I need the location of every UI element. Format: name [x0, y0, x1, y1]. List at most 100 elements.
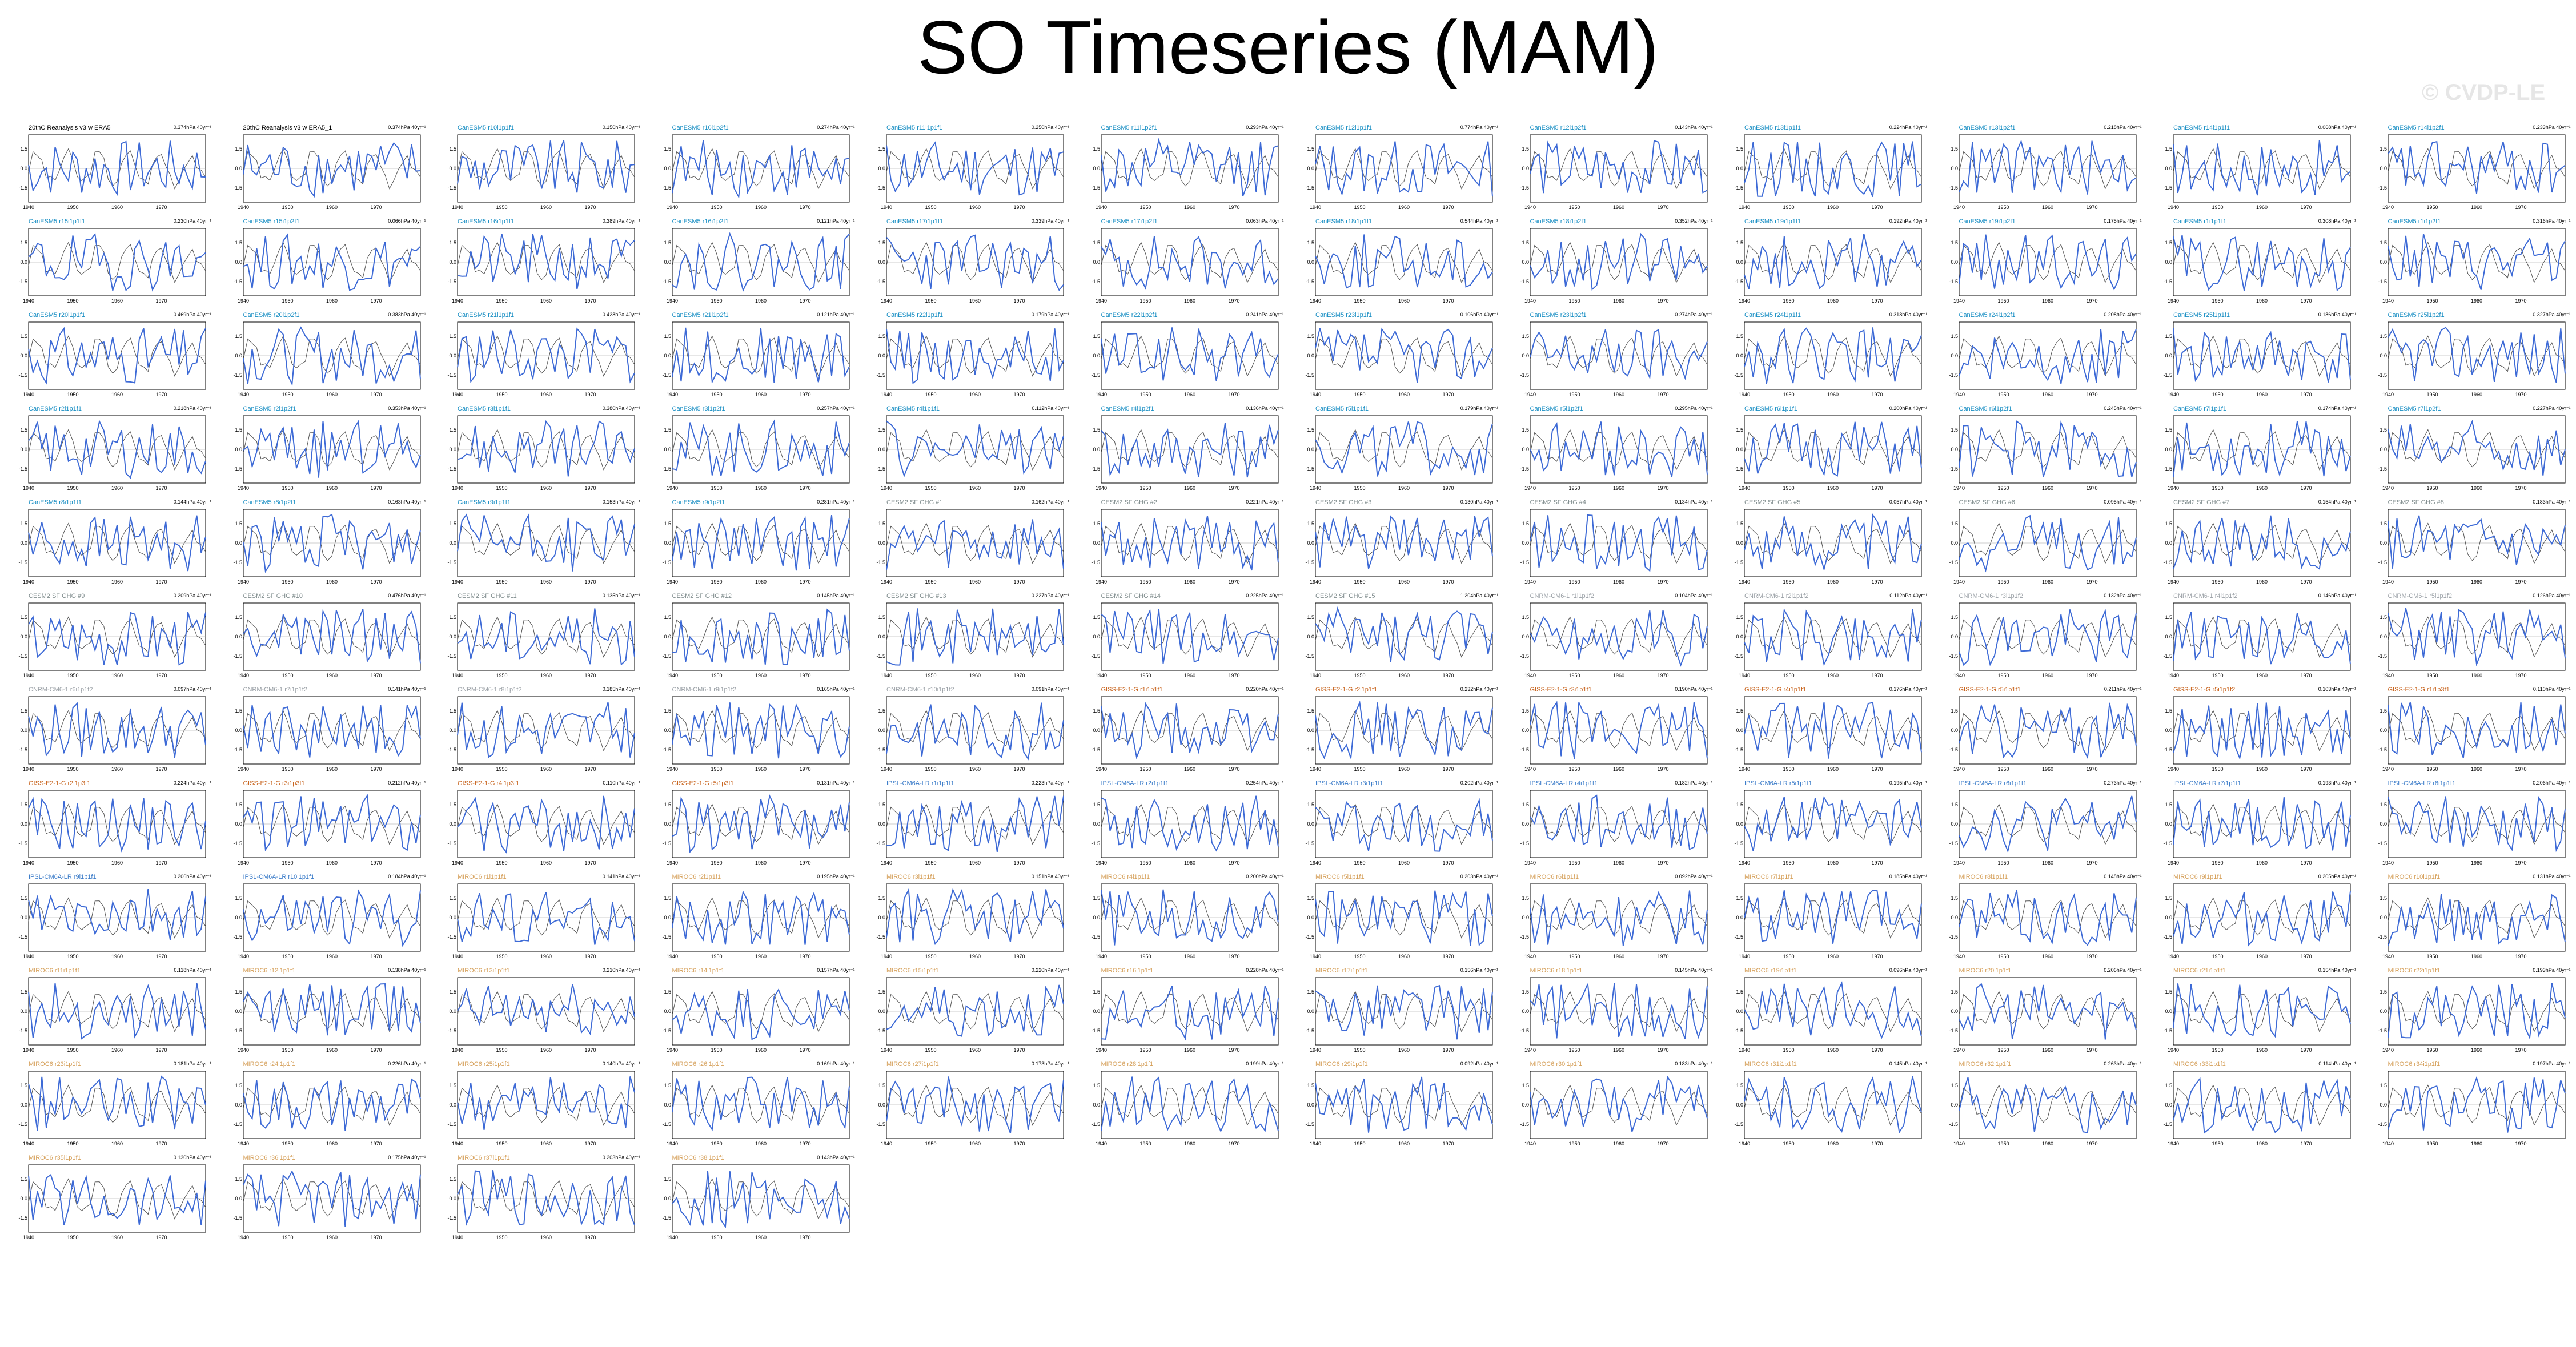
y-tick-label: 1.5	[1307, 895, 1314, 901]
panel-title: CESM2 SF GHG #3	[1315, 499, 1372, 506]
panel-title: MIROC6 r23i1p1f1	[29, 1061, 81, 1068]
series-line	[1744, 1076, 1922, 1134]
y-tick-label: 1.5	[449, 240, 456, 246]
y-tick-label: -1.5	[1091, 653, 1100, 659]
timeseries-panel: CanESM5 r12i1p2f1 0.143hPa 40yr⁻¹ -1.5 0.0 1…	[1520, 124, 1713, 216]
x-tick-label: 1950	[282, 579, 293, 585]
series-line	[2387, 420, 2566, 476]
x-tick-label: 1970	[1228, 860, 1239, 866]
timeseries-panel: MIROC6 r26i1p1f1 0.169hPa 40yr⁻¹ -1.5 0.0 1.…	[662, 1061, 855, 1152]
timeseries-panel: MIROC6 r30i1p1f1 0.183hPa 40yr⁻¹ -1.5 0.0 1.…	[1520, 1061, 1713, 1152]
x-tick-label: 1970	[799, 954, 810, 959]
panel-trend: 0.774hPa 40yr⁻¹	[1460, 124, 1498, 130]
reference-series-line	[1101, 897, 1278, 939]
x-tick-label: 1940	[881, 579, 892, 585]
panel-trend: 0.150hPa 40yr⁻¹	[602, 124, 640, 130]
y-tick-label: 1.5	[1307, 989, 1314, 995]
panel-trend: 0.134hPa 40yr⁻¹	[1675, 499, 1713, 505]
x-tick-label: 1950	[1997, 766, 2009, 772]
panel-title: CESM2 SF GHG #4	[1530, 499, 1586, 506]
x-tick-label: 1950	[1568, 485, 1580, 491]
y-tick-label: 1.5	[235, 614, 242, 620]
timeseries-panel: CanESM5 r9i1p2f1 0.281hPa 40yr⁻¹ -1.5 0.0 1.…	[662, 499, 855, 590]
y-tick-label: 1.5	[1736, 708, 1743, 714]
panel-trend: 0.227hPa 40yr⁻¹	[2533, 405, 2571, 411]
x-tick-label: 1970	[1442, 1047, 1454, 1053]
timeseries-panel: CESM2 SF GHG #15 1.204hPa 40yr⁻¹ -1.5 0.0 1.…	[1305, 593, 1498, 684]
panel-trend: 0.257hPa 40yr⁻¹	[817, 405, 855, 411]
timeseries-panel: CanESM5 r15i1p1f1 0.230hPa 40yr⁻¹ -1.5 0.0 1…	[18, 218, 211, 309]
series-line	[1529, 140, 1707, 194]
x-tick-label: 1960	[1398, 579, 1410, 585]
x-tick-label: 1970	[2300, 204, 2312, 210]
x-tick-label: 1960	[1827, 485, 1839, 491]
y-tick-label: -1.5	[18, 1028, 27, 1034]
reference-series-line	[1530, 897, 1707, 939]
x-tick-label: 1970	[370, 1235, 382, 1240]
panel-trend: 0.162hPa 40yr⁻¹	[1031, 499, 1069, 505]
panel-trend: 0.274hPa 40yr⁻¹	[1675, 312, 1713, 317]
y-tick-label: 1.5	[235, 521, 242, 526]
panel-trend: 0.156hPa 40yr⁻¹	[1460, 967, 1498, 973]
reference-series-line	[672, 991, 849, 1032]
timeseries-panel: IPSL-CM6A-LR r1i1p1f1 0.223hPa 40yr⁻¹ -1.5…	[876, 780, 1069, 871]
y-tick-label: 1.5	[1736, 614, 1743, 620]
x-tick-label: 1950	[711, 204, 722, 210]
y-tick-label: 0.0	[1736, 727, 1743, 733]
y-tick-label: 0.0	[664, 1196, 671, 1201]
y-tick-label: -1.5	[662, 653, 671, 659]
y-tick-label: 0.0	[20, 259, 27, 265]
y-tick-label: 1.5	[1736, 989, 1743, 995]
panel-title: CanESM5 r7i1p1f1	[2173, 405, 2226, 412]
panel-title: CanESM5 r18i1p2f1	[1530, 218, 1587, 225]
x-tick-label: 1940	[881, 766, 892, 772]
y-tick-label: 0.0	[235, 353, 242, 359]
y-tick-label: 0.0	[449, 821, 456, 827]
timeseries-panel: MIROC6 r22i1p1f1 0.193hPa 40yr⁻¹ -1.5 0.0 1.…	[2378, 967, 2571, 1059]
panel-title: MIROC6 r32i1p1f1	[1959, 1061, 2012, 1068]
x-tick-label: 1950	[282, 1235, 293, 1240]
x-tick-label: 1950	[711, 673, 722, 678]
series-line	[2173, 515, 2351, 570]
y-tick-label: 0.0	[1522, 259, 1529, 265]
series-line	[1529, 983, 1708, 1040]
x-tick-label: 1940	[1524, 860, 1535, 866]
reference-series-line	[2173, 522, 2351, 564]
x-tick-label: 1940	[1739, 1141, 1750, 1147]
reference-series-line	[2388, 991, 2565, 1032]
y-tick-label: 0.0	[2165, 915, 2172, 920]
y-tick-label: 1.5	[2165, 989, 2172, 995]
y-tick-label: -1.5	[1949, 466, 1958, 472]
panel-title: CanESM5 r12i1p1f1	[1315, 124, 1373, 131]
y-tick-label: -1.5	[1520, 934, 1529, 940]
timeseries-panel: CESM2 SF GHG #3 0.130hPa 40yr⁻¹ -1.5 0.0 1.5…	[1305, 499, 1498, 590]
reference-series-line	[2173, 429, 2351, 471]
x-tick-label: 1960	[111, 766, 123, 772]
y-tick-label: 0.0	[235, 634, 242, 640]
panel-trend: 0.203hPa 40yr⁻¹	[602, 1155, 640, 1160]
x-tick-label: 1970	[370, 766, 382, 772]
y-tick-label: -1.5	[876, 279, 885, 284]
y-tick-label: -1.5	[876, 934, 885, 940]
reference-series-line	[672, 616, 849, 658]
y-tick-label: -1.5	[18, 279, 27, 284]
panel-trend: 0.118hPa 40yr⁻¹	[174, 967, 211, 973]
panel-title: CanESM5 r5i1p2f1	[1530, 405, 1583, 412]
panel-trend: 0.374hPa 40yr⁻¹	[388, 124, 426, 130]
series-line	[242, 704, 421, 758]
reference-series-line	[1530, 710, 1707, 751]
reference-series-line	[1101, 991, 1278, 1032]
panel-title: CNRM-CM6-1 r8i1p1f2	[458, 686, 522, 693]
y-tick-label: 1.5	[235, 240, 242, 246]
x-tick-label: 1970	[799, 673, 810, 678]
series-line	[242, 1170, 421, 1227]
y-tick-label: 1.5	[2380, 1083, 2387, 1088]
panel-title: CanESM5 r8i1p1f1	[29, 499, 82, 506]
panel-trend: 0.183hPa 40yr⁻¹	[2533, 499, 2571, 505]
x-tick-label: 1960	[2041, 579, 2053, 585]
x-tick-label: 1940	[1953, 673, 1964, 678]
series-line	[2387, 795, 2566, 853]
